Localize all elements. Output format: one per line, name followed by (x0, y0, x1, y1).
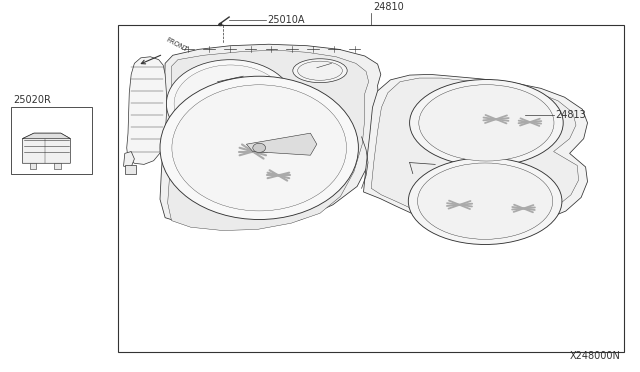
Polygon shape (22, 133, 70, 139)
Text: FRONT: FRONT (165, 37, 189, 53)
Ellipse shape (293, 59, 347, 83)
Text: 24813: 24813 (556, 110, 586, 120)
Polygon shape (371, 78, 579, 222)
Polygon shape (246, 133, 317, 155)
Bar (11, 108, 92, 174)
Ellipse shape (253, 143, 266, 153)
Polygon shape (168, 50, 369, 231)
Ellipse shape (419, 85, 554, 161)
Polygon shape (364, 74, 588, 228)
Ellipse shape (408, 158, 562, 244)
Polygon shape (22, 133, 70, 163)
Ellipse shape (172, 85, 346, 211)
Polygon shape (124, 151, 134, 167)
Text: 24810: 24810 (373, 1, 404, 12)
Polygon shape (127, 57, 166, 164)
Ellipse shape (174, 65, 287, 142)
Bar (125, 166, 136, 174)
Ellipse shape (410, 80, 563, 166)
Bar (54, 163, 61, 169)
Ellipse shape (160, 76, 358, 219)
Bar (118, 25, 624, 352)
Text: X248000N: X248000N (570, 351, 621, 361)
Polygon shape (160, 44, 381, 229)
Text: 25020R: 25020R (13, 94, 51, 105)
Bar (30, 163, 36, 169)
Ellipse shape (417, 163, 553, 239)
Text: 25010A: 25010A (268, 15, 305, 25)
Ellipse shape (298, 61, 342, 80)
Ellipse shape (166, 60, 294, 148)
